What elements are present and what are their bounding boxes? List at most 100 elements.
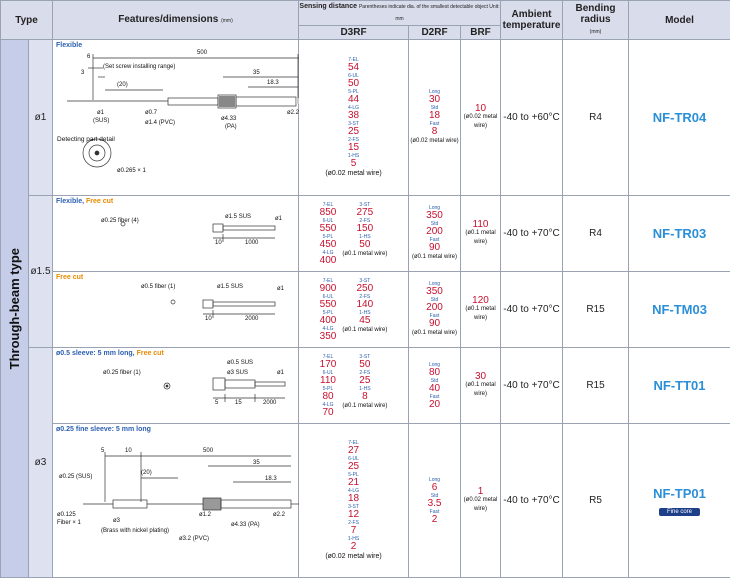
dim-label: ø0.5 SUS bbox=[227, 360, 253, 366]
diameter-cell: ø3 bbox=[29, 348, 53, 578]
dim-label: ø0.5 fiber (1) bbox=[141, 284, 175, 290]
header-d3rf: D3RF bbox=[299, 26, 409, 40]
dim-label: 5 bbox=[101, 448, 104, 454]
dim-label: 500 bbox=[197, 50, 207, 56]
header-model: Model bbox=[629, 1, 730, 40]
dim-label: ø0.25 fiber (1) bbox=[103, 370, 141, 376]
dim-label: 3 bbox=[81, 70, 84, 76]
dim-label: ø3 bbox=[113, 518, 120, 524]
features-cell: Free cut ø0.5 fiber (1) ø1.5 SUS ø1 10 2… bbox=[53, 272, 299, 348]
model-name: NF-TP01 bbox=[629, 486, 730, 501]
diameter-cell: ø1.5 bbox=[29, 196, 53, 348]
dim-label: ø3.2 (PVC) bbox=[179, 536, 209, 542]
dim-label: ø1 bbox=[97, 110, 104, 116]
dim-label: ø2.2 bbox=[287, 110, 299, 116]
model-cell: NF-TR04 bbox=[629, 40, 730, 196]
brf-cell: 1(ø0.02 metal wire) bbox=[461, 424, 501, 578]
dim-label: ø0.265 × 1 bbox=[117, 168, 146, 174]
bending-cell: R5 bbox=[563, 424, 629, 578]
detect-label: Detecting part detail bbox=[57, 136, 115, 143]
dim-label: 2000 bbox=[263, 400, 276, 406]
dimension-drawing bbox=[53, 424, 299, 578]
dim-label: Fiber × 1 bbox=[57, 520, 81, 526]
dim-label: 35 bbox=[253, 70, 260, 76]
dim-label: (PA) bbox=[225, 124, 237, 130]
header-d2rf: D2RF bbox=[409, 26, 461, 40]
table-row: ø3 ø0.5 sleeve: 5 mm long, Free cut ø0.2… bbox=[1, 348, 730, 424]
dim-label: 10 bbox=[215, 240, 222, 246]
dim-label: ø1.2 bbox=[199, 512, 211, 518]
dim-label: 35 bbox=[253, 460, 260, 466]
dim-label: ø0.125 bbox=[57, 512, 76, 518]
dim-label: (Set screw installing range) bbox=[103, 64, 175, 70]
header-sensing: Sensing distance Parentheses indicate di… bbox=[299, 1, 501, 26]
bending-cell: R15 bbox=[563, 348, 629, 424]
bending-cell: R4 bbox=[563, 196, 629, 272]
brf-cell: 30(ø0.1 metal wire) bbox=[461, 348, 501, 424]
dim-label: 5 bbox=[215, 400, 218, 406]
dim-label: ø1 bbox=[277, 370, 284, 376]
dim-label: (20) bbox=[141, 470, 152, 476]
header-features: Features/dimensions (mm) bbox=[53, 1, 299, 40]
model-cell: NF-TP01 Fine core bbox=[629, 424, 730, 578]
bending-cell: R4 bbox=[563, 40, 629, 196]
dimension-drawing bbox=[53, 40, 299, 196]
table-row: ø0.25 fine sleeve: 5 mm long 5 bbox=[1, 424, 730, 578]
dim-label: 18.3 bbox=[265, 476, 277, 482]
dim-label: 1000 bbox=[245, 240, 258, 246]
dim-label: ø3 SUS bbox=[227, 370, 248, 376]
dim-label: (20) bbox=[117, 82, 128, 88]
model-cell: NF-TM03 bbox=[629, 272, 730, 348]
table-row: ø1.5 Flexible, Free cut ø0.25 fiber (4) … bbox=[1, 196, 730, 272]
dim-label: 2000 bbox=[245, 316, 258, 322]
dim-label: 18.3 bbox=[267, 80, 279, 86]
dim-label: ø1.5 SUS bbox=[225, 214, 251, 220]
ambient-cell: -40 to +70°C bbox=[501, 196, 563, 272]
dim-label: 6 bbox=[87, 54, 90, 60]
dim-label: ø1 bbox=[275, 216, 282, 222]
header-ambient: Ambient temperature bbox=[501, 1, 563, 40]
header-type: Type bbox=[1, 1, 53, 40]
dim-label: 10 bbox=[205, 316, 212, 322]
brf-cell: 120(ø0.1 metal wire) bbox=[461, 272, 501, 348]
dim-label: ø1 bbox=[277, 286, 284, 292]
ambient-cell: -40 to +70°C bbox=[501, 348, 563, 424]
dimension-drawing bbox=[53, 196, 299, 272]
dimension-drawing bbox=[53, 348, 299, 424]
ambient-cell: -40 to +70°C bbox=[501, 272, 563, 348]
dim-label: ø4.33 bbox=[221, 116, 236, 122]
fine-core-badge: Fine core bbox=[659, 508, 700, 516]
features-cell: Flexible bbox=[53, 40, 299, 196]
features-cell: Flexible, Free cut ø0.25 fiber (4) ø1.5 … bbox=[53, 196, 299, 272]
table-row: Free cut ø0.5 fiber (1) ø1.5 SUS ø1 10 2… bbox=[1, 272, 730, 348]
header-bending: Bending radius(mm) bbox=[563, 1, 629, 40]
dim-label: (SUS) bbox=[93, 118, 109, 124]
ambient-cell: -40 to +70°C bbox=[501, 424, 563, 578]
dim-label: 10 bbox=[125, 448, 132, 454]
bending-cell: R15 bbox=[563, 272, 629, 348]
dim-label: ø4.33 (PA) bbox=[231, 522, 260, 528]
brf-cell: 10(ø0.02 metal wire) bbox=[461, 40, 501, 196]
type-cell: Through-beam type bbox=[1, 40, 29, 578]
header-brf: BRF bbox=[461, 26, 501, 40]
dimension-drawing bbox=[53, 272, 299, 348]
dim-label: ø0.7 bbox=[145, 110, 157, 116]
diameter-cell: ø1 bbox=[29, 40, 53, 196]
dim-label: ø1.4 (PVC) bbox=[145, 120, 175, 126]
features-cell: ø0.5 sleeve: 5 mm long, Free cut ø0.25 f… bbox=[53, 348, 299, 424]
model-cell: NF-TR03 bbox=[629, 196, 730, 272]
model-cell: NF-TT01 bbox=[629, 348, 730, 424]
dim-label: 500 bbox=[203, 448, 213, 454]
dim-label: ø1.5 SUS bbox=[217, 284, 243, 290]
table-row: Through-beam type ø1 Flexible bbox=[1, 40, 730, 196]
